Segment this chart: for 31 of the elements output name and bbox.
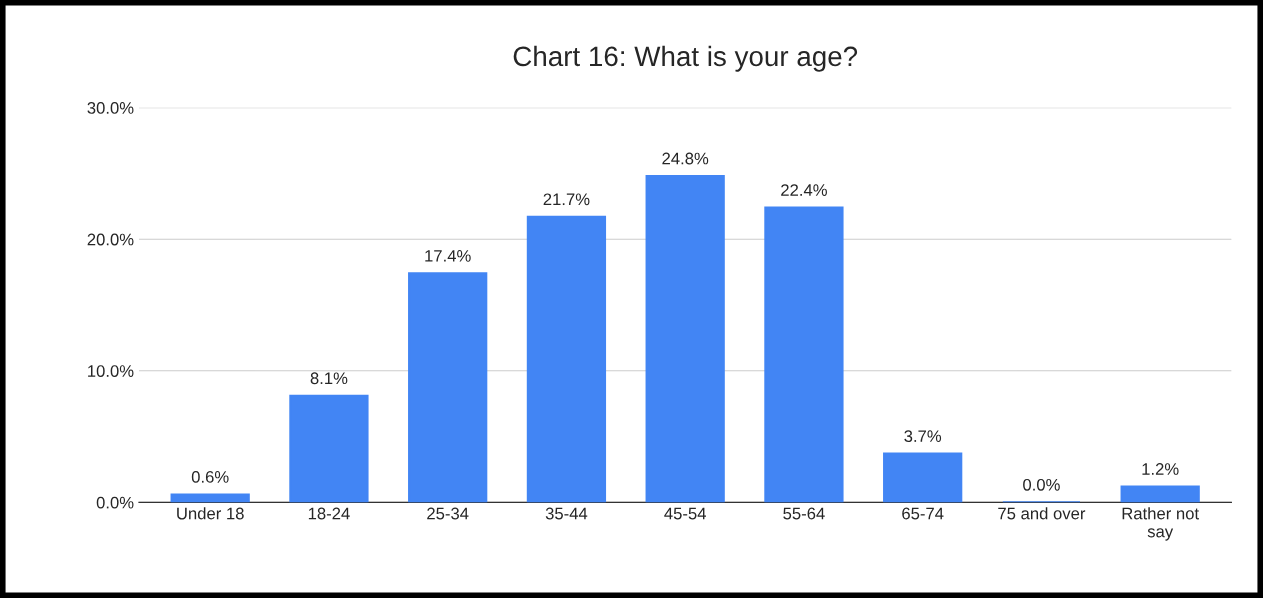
x-tick-label: Under 18 — [177, 507, 244, 520]
bar — [408, 272, 488, 503]
x-tick-label: 75 and over — [998, 507, 1086, 520]
data-label: 21.7% — [543, 193, 590, 206]
data-label: 17.4% — [425, 250, 471, 262]
chart-title: Chart 16: What is your age? — [513, 45, 858, 72]
y-tick-label: 20.0% — [87, 233, 134, 246]
x-tick-label: 35-44 — [545, 507, 588, 520]
data-label: 24.8% — [662, 152, 709, 165]
bar — [170, 493, 250, 503]
bar — [526, 215, 607, 503]
bar — [645, 175, 725, 503]
x-tick-label: 55-64 — [783, 507, 825, 520]
data-label: 0.0% — [1023, 478, 1060, 491]
x-tick-label: Rather not say — [1122, 507, 1199, 541]
y-tick-label: 0.0% — [96, 496, 134, 509]
x-tick-label: 25-34 — [427, 507, 469, 520]
data-label: 0.6% — [191, 471, 229, 483]
data-label: 3.7% — [904, 430, 942, 443]
y-tick-label: 30.0% — [87, 102, 134, 114]
x-tick-label: 65-74 — [902, 507, 944, 520]
data-label: 8.1% — [310, 372, 348, 385]
bar — [289, 394, 369, 503]
bar — [764, 206, 844, 503]
y-tick-label: 10.0% — [88, 365, 134, 377]
data-label: 22.4% — [781, 184, 827, 196]
x-tick-label: 18-24 — [308, 507, 350, 520]
bar — [1120, 485, 1200, 503]
bar — [883, 452, 963, 503]
data-label: 1.2% — [1142, 463, 1179, 475]
x-tick-label: 45-54 — [664, 507, 707, 520]
